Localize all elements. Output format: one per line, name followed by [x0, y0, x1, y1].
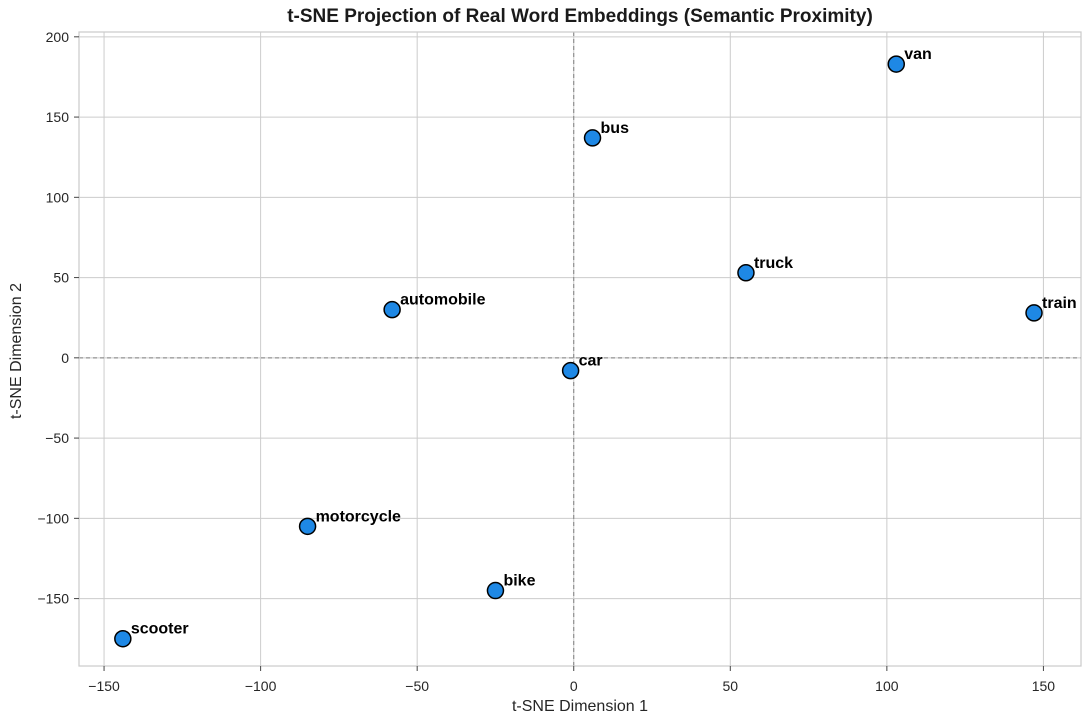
data-point-automobile	[383, 300, 401, 319]
data-label-truck: truck	[754, 255, 793, 272]
data-point-van	[887, 55, 906, 73]
data-label-scooter: scooter	[131, 621, 189, 638]
plot-frame	[78, 31, 1082, 667]
data-label-motorcycle: motorcycle	[316, 508, 401, 525]
data-point-train	[1025, 304, 1043, 322]
data-points: van bus truck train automobile car motorcycle b…	[114, 46, 1077, 648]
y-tick-label: 100	[46, 189, 70, 205]
x-tick-label: 0	[570, 678, 578, 694]
data-label-bike: bike	[503, 573, 535, 590]
x-tick-label: −50	[405, 678, 429, 694]
y-tick-label: 200	[46, 29, 70, 45]
data-label-automobile: automobile	[400, 292, 485, 309]
data-label-bus: bus	[601, 120, 630, 137]
x-tick-label: −100	[245, 678, 277, 694]
y-tick-label: −100	[37, 510, 69, 526]
y-tick-label: −50	[45, 430, 69, 446]
chart-title: t-SNE Projection of Real Word Embeddings…	[287, 6, 873, 27]
data-label-train: train	[1042, 295, 1077, 312]
x-tick-label: 50	[723, 678, 739, 694]
data-point-bus	[583, 129, 602, 147]
data-label-car: car	[579, 353, 603, 370]
x-axis-ticks: −150 −100 −50 0 50 100 150	[88, 666, 1055, 694]
x-tick-label: 100	[875, 678, 899, 694]
grid	[79, 32, 1081, 666]
x-axis-label: t-SNE Dimension 1	[512, 698, 648, 715]
data-point-motorcycle	[298, 517, 317, 536]
y-tick-label: −150	[37, 591, 69, 607]
data-point-scooter	[114, 629, 132, 648]
data-point-car	[561, 361, 580, 380]
y-tick-label: 150	[46, 109, 70, 125]
data-point-truck	[737, 264, 755, 282]
data-label-van: van	[904, 46, 932, 63]
y-tick-label: 50	[53, 270, 69, 286]
y-axis-label: t-SNE Dimension 2	[8, 283, 25, 419]
y-axis-ticks: −150 −100 −50 0 50 100 150 200	[37, 29, 79, 607]
data-point-bike	[486, 581, 505, 600]
x-tick-label: −150	[88, 678, 120, 694]
x-tick-label: 150	[1032, 678, 1056, 694]
y-tick-label: 0	[61, 350, 69, 366]
zero-reference-lines	[79, 32, 1081, 666]
